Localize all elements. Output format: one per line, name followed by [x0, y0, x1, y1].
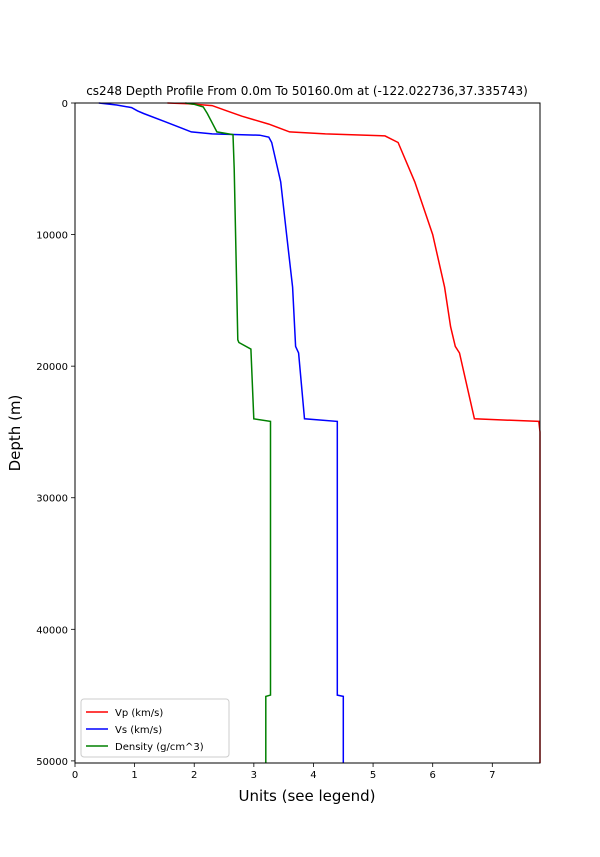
- x-tick-label: 2: [191, 770, 197, 781]
- x-tick-label: 0: [72, 770, 78, 781]
- series-layer: [98, 102, 541, 763]
- y-tick-label: 40000: [36, 625, 68, 636]
- y-axis: 0 10000 20000 30000 40000 50000: [36, 99, 75, 768]
- x-tick-label: 5: [370, 770, 376, 781]
- y-tick-label: 10000: [36, 231, 68, 242]
- x-tick-label: 4: [310, 770, 316, 781]
- x-axis: 0 1 2 3 4 5 6 7: [72, 763, 495, 781]
- series-line-0: [167, 102, 541, 763]
- plot-frame: [74, 102, 541, 764]
- y-tick-label: 50000: [36, 757, 68, 768]
- x-tick-label: 1: [131, 770, 137, 781]
- y-tick-label: 0: [62, 99, 68, 110]
- series-line-1: [98, 102, 345, 763]
- x-tick-label: 7: [489, 770, 495, 781]
- x-tick-label: 6: [430, 770, 436, 781]
- y-tick-label: 30000: [36, 494, 68, 505]
- series-line-2: [185, 102, 272, 763]
- y-tick-label: 20000: [36, 362, 68, 373]
- legend-label-2: Density (g/cm^3): [115, 742, 204, 753]
- x-axis-label: Units (see legend): [238, 787, 375, 805]
- legend-label-0: Vp (km/s): [115, 708, 163, 719]
- x-tick-label: 3: [251, 770, 257, 781]
- chart-title: cs248 Depth Profile From 0.0m To 50160.0…: [86, 84, 528, 98]
- y-axis-label: Depth (m): [6, 395, 24, 472]
- legend-label-1: Vs (km/s): [115, 725, 162, 736]
- legend-box: [80, 698, 230, 758]
- legend: Vp (km/s) Vs (km/s) Density (g/cm^3): [80, 698, 230, 758]
